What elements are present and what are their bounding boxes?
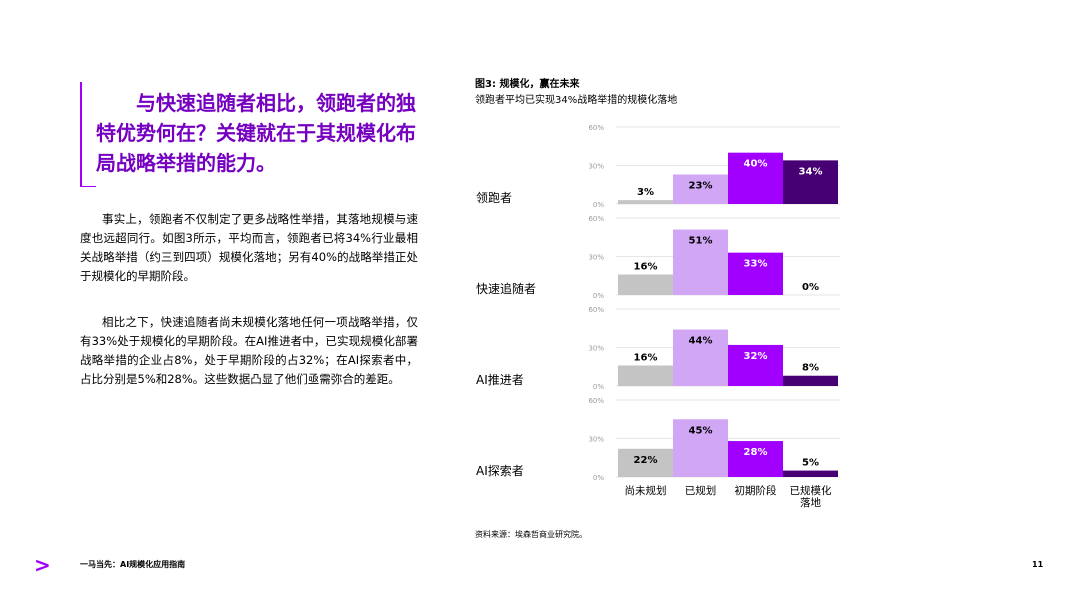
quote-accent-bar [80, 82, 82, 186]
y-tick-label: 60% [588, 306, 604, 314]
body-paragraph-1: 事实上，领跑者不仅制定了更多战略性举措，其落地规模与速度也远超同行。如图3所示，… [80, 212, 418, 283]
panel-label: 快速追随者 [476, 281, 536, 296]
y-tick-label: 60% [588, 124, 604, 132]
bar [618, 365, 673, 386]
bar [728, 441, 783, 477]
bar [783, 375, 838, 386]
y-tick-label: 60% [588, 215, 604, 223]
bar [673, 329, 728, 386]
bar [673, 229, 728, 295]
data-label: 44% [689, 336, 713, 347]
x-tick-label: 已规划 [685, 484, 717, 497]
bar [673, 419, 728, 477]
data-label: 8% [802, 363, 819, 374]
y-tick-label: 0% [593, 201, 604, 209]
x-tick-label: 落地 [800, 496, 821, 509]
panel-label: AI探索者 [476, 464, 524, 478]
y-tick-label: 60% [588, 397, 604, 405]
y-tick-label: 30% [588, 436, 604, 444]
y-tick-label: 0% [593, 474, 604, 482]
quote-accent-tick [80, 186, 96, 187]
pull-quote: 与快速追随者相比，领跑者的独特优势何在？关键就在于其规模化布局战略举措的能力。 [96, 91, 416, 175]
x-tick-label: 已规模化 [790, 484, 832, 497]
data-label: 0% [802, 282, 819, 293]
source-note: 资料来源：埃森哲商业研究院。 [475, 530, 587, 539]
figure-title: 图3: 规模化，赢在未来 [475, 79, 580, 90]
bar [728, 152, 783, 204]
panel-label: AI推进者 [476, 373, 524, 387]
y-tick-label: 0% [593, 383, 604, 391]
y-tick-label: 30% [588, 163, 604, 171]
x-tick-label: 初期阶段 [735, 484, 777, 497]
y-tick-label: 0% [593, 292, 604, 300]
data-label: 23% [689, 180, 713, 191]
body-paragraph-2: 相比之下，快速追随者尚未规模化落地任何一项战略举措，仅有33%处于规模化的早期阶… [80, 315, 418, 386]
bar [618, 200, 673, 204]
accenture-logo-icon: > [34, 553, 51, 577]
data-label: 22% [634, 455, 658, 466]
data-label: 33% [744, 259, 768, 270]
panel-label: 领跑者 [476, 191, 512, 205]
bar [728, 344, 783, 386]
figure-subtitle: 领跑者平均已实现34%战略举措的规模化落地 [475, 95, 678, 106]
data-label: 3% [637, 187, 654, 198]
y-tick-label: 30% [588, 345, 604, 353]
data-label: 34% [799, 166, 823, 177]
bar [618, 274, 673, 295]
data-label: 45% [689, 425, 713, 436]
bar [783, 160, 838, 204]
bar-chart: 0% 30% 60% 领跑者 3% 23% 40% 34% 0% 30% 60% 快速追随者 16% 51… [476, 124, 840, 509]
bar [783, 470, 838, 477]
y-tick-label: 30% [588, 254, 604, 262]
page-number: 11 [1032, 560, 1044, 569]
bar [673, 174, 728, 204]
data-label: 16% [634, 261, 658, 272]
data-label: 40% [744, 159, 768, 170]
x-tick-label: 尚未规划 [625, 484, 667, 497]
data-label: 5% [802, 458, 819, 469]
data-label: 16% [634, 352, 658, 363]
bar [618, 448, 673, 477]
data-label: 51% [689, 236, 713, 247]
bar [728, 252, 783, 295]
data-label: 32% [744, 351, 768, 362]
data-label: 28% [744, 447, 768, 458]
footer-title: 一马当先：AI规模化应用指南 [80, 560, 186, 569]
